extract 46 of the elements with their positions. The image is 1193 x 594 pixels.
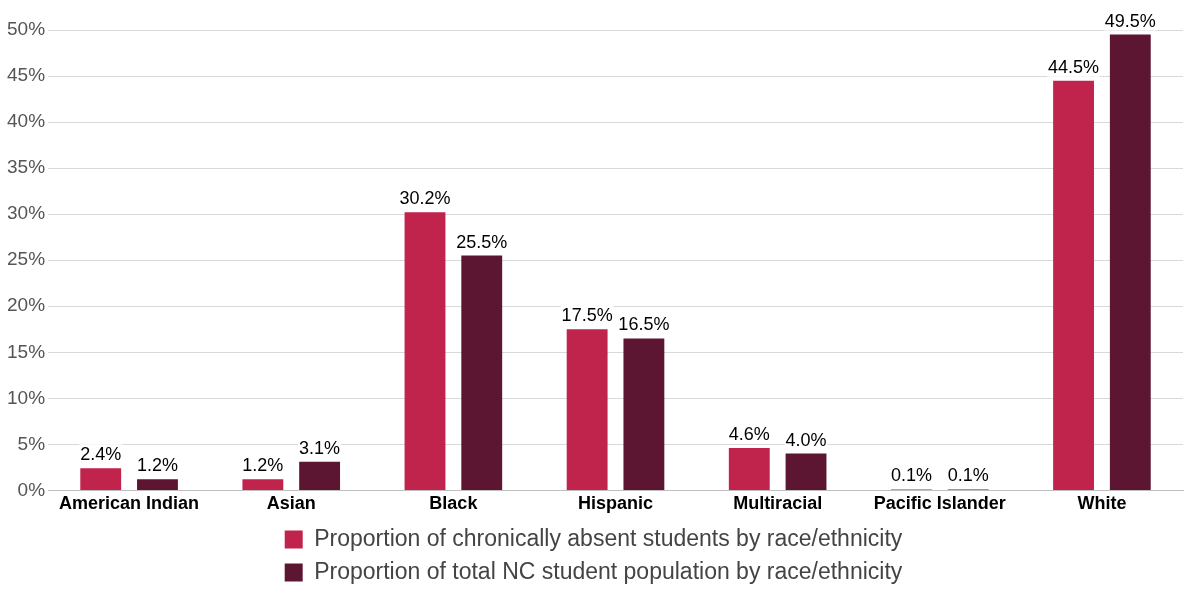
x-tick-label: Asian: [266, 493, 316, 514]
y-tick-label: 25%: [7, 248, 46, 270]
y-tick-label: 10%: [7, 386, 46, 408]
data-label: 17.5%: [561, 305, 613, 326]
data-label: 0.1%: [947, 465, 989, 486]
data-label: 1.2%: [242, 455, 284, 476]
legend-label: Proportion of total NC student population by race/ethnicity: [314, 557, 903, 584]
y-tick-label: 20%: [7, 294, 46, 316]
bar: [80, 468, 122, 490]
data-label: 44.5%: [1048, 56, 1100, 77]
legend-label: Proportion of chronically absent students by race/ethnicity: [314, 524, 903, 551]
y-tick-label: 45%: [7, 64, 46, 86]
bar: [461, 255, 503, 490]
data-label: 3.1%: [299, 437, 341, 458]
bar: [566, 329, 608, 490]
y-tick-label: 50%: [7, 18, 46, 40]
data-label: 25.5%: [456, 231, 508, 252]
x-tick-label: White: [1077, 493, 1127, 514]
data-label: 49.5%: [1104, 10, 1156, 31]
bar: [404, 212, 446, 490]
data-label: 0.1%: [890, 465, 932, 486]
x-tick-label: Black: [429, 493, 479, 514]
bar: [137, 479, 178, 490]
y-tick-label: 30%: [7, 202, 46, 224]
data-label: 1.2%: [136, 455, 178, 476]
y-tick-label: 35%: [7, 156, 46, 178]
bar: [623, 338, 665, 490]
data-label: 4.0%: [785, 429, 827, 450]
x-tick-label: Multiracial: [733, 493, 823, 514]
bar: [1109, 34, 1151, 490]
x-tick-label: Pacific Islander: [873, 493, 1006, 514]
bar: [299, 461, 341, 490]
x-tick-label: Hispanic: [578, 493, 654, 514]
y-tick-label: 0%: [17, 478, 46, 500]
bar: [785, 453, 827, 490]
y-tick-label: 15%: [7, 340, 46, 362]
x-tick-label: American Indian: [59, 493, 200, 514]
bar: [242, 479, 284, 490]
y-tick-label: 5%: [17, 432, 46, 454]
data-label: 2.4%: [80, 444, 122, 465]
bar: [1053, 80, 1094, 490]
data-label: 16.5%: [618, 314, 670, 335]
bar: [728, 448, 770, 490]
y-tick-label: 40%: [7, 110, 46, 132]
data-label: 30.2%: [399, 188, 451, 209]
data-label: 4.6%: [728, 424, 770, 445]
